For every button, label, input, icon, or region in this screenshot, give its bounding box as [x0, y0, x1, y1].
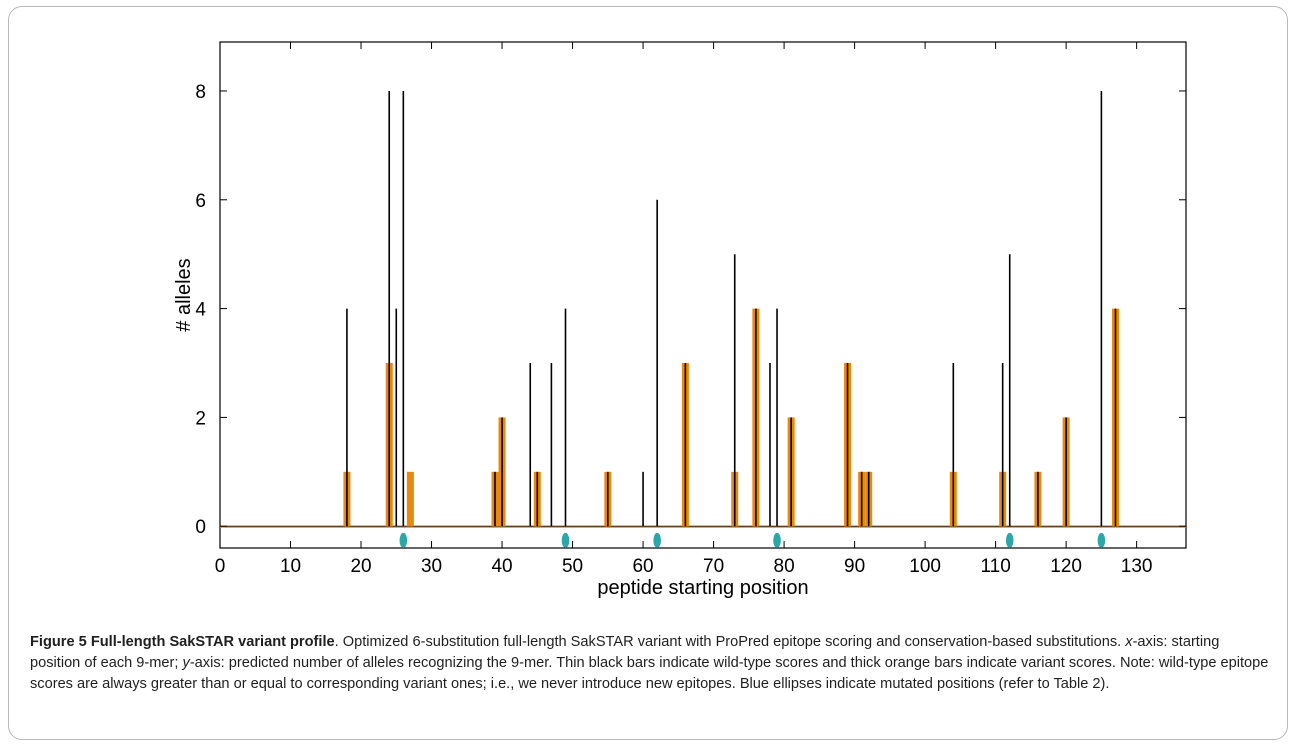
mutation-marker: [1097, 532, 1106, 548]
x-tick-label: 80: [774, 556, 795, 577]
y-tick-label: 4: [195, 300, 206, 321]
mutation-marker: [653, 532, 661, 548]
caption-y-term: y: [182, 655, 190, 671]
plot-area: [219, 41, 1187, 549]
x-tick-label: 20: [350, 556, 371, 577]
mutation-marker: [773, 532, 781, 548]
mutation-marker: [399, 532, 408, 548]
x-tick-label: 90: [844, 556, 865, 577]
x-tick-label: 30: [421, 556, 442, 577]
chart-marks: [220, 90, 1186, 548]
mutation-marker: [1005, 532, 1014, 548]
figure-caption: Figure 5 Full-length SakSTAR variant pro…: [30, 632, 1270, 695]
caption-sentence: . Optimized 6-substitution full-length S…: [334, 634, 1126, 650]
x-tick-label: 100: [909, 556, 941, 577]
bar-chart: 0 10 20 30 40 50 60 70 80 90 100 110 120 130 0 2 4 6 8 pep…: [173, 41, 1187, 599]
x-axis-label: peptide starting position: [597, 577, 808, 599]
x-tick-label: 120: [1050, 556, 1082, 577]
mutation-marker: [561, 532, 570, 548]
x-tick-label: 0: [215, 556, 226, 577]
y-tick-label: 0: [195, 517, 206, 538]
x-tick-label: 10: [280, 556, 301, 577]
x-tick-label: 50: [562, 556, 583, 577]
y-tick-label: 2: [195, 408, 206, 429]
variant-bar: [406, 471, 414, 527]
x-tick-label: 70: [703, 556, 724, 577]
y-tick-label: 8: [195, 82, 206, 103]
caption-x-text: -axis: starting position of each 9-mer;: [30, 634, 1220, 671]
x-tick-label: 60: [632, 556, 653, 577]
caption-x-term: x: [1125, 634, 1133, 650]
x-tick-label: 130: [1121, 556, 1153, 577]
caption-title: Figure 5 Full-length SakSTAR variant pro…: [30, 634, 335, 650]
chart-axes: 0 10 20 30 40 50 60 70 80 90 100 110 120 130 0 2 4 6 8: [195, 42, 1186, 577]
y-tick-label: 6: [195, 191, 206, 212]
y-axis-label: # alleles: [173, 258, 195, 331]
caption-y-text: -axis: predicted number of alleles recog…: [30, 655, 1269, 692]
x-tick-label: 40: [491, 556, 512, 577]
x-tick-label: 110: [980, 556, 1010, 577]
